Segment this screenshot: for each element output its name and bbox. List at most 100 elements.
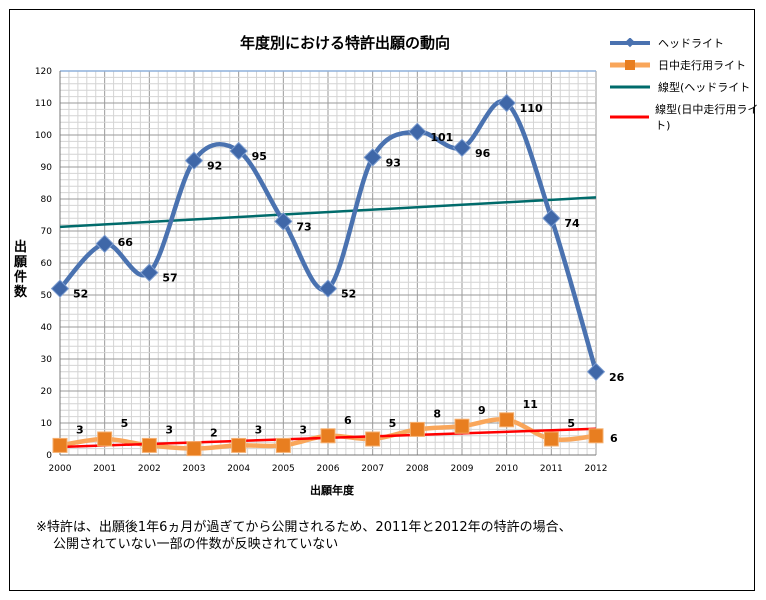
headlight-data-label: 95 xyxy=(252,150,267,163)
daytime-data-label: 5 xyxy=(389,417,397,430)
x-tick-label: 2006 xyxy=(317,464,340,474)
daytime-data-label: 6 xyxy=(610,432,618,445)
headlight-data-label: 57 xyxy=(162,272,177,285)
headlight-data-label: 66 xyxy=(118,236,134,249)
daytime-marker xyxy=(97,431,113,447)
legend-daytime: 日中走行用ライト xyxy=(608,57,746,73)
x-tick-label: 2008 xyxy=(406,464,429,474)
headlight-marker xyxy=(140,263,159,282)
headlight-marker xyxy=(95,234,114,253)
daytime-data-label: 3 xyxy=(255,423,263,436)
footnote: ※特許は、出願後1年6ヵ月が過ぎてから公開されるため、2011年と2012年の特… xyxy=(36,519,572,553)
daytime-marker xyxy=(231,437,247,453)
x-axis-label: 出願年度 xyxy=(310,484,354,497)
y-tick-label: 120 xyxy=(35,67,52,77)
daytime-data-label: 8 xyxy=(433,407,441,420)
headlight-data-label: 96 xyxy=(475,147,491,160)
daytime-data-label: 3 xyxy=(299,423,307,436)
legend-headlight-trend: 線型(ヘッドライト xyxy=(608,79,750,95)
footnote-line: 公開されていない一部の件数が反映されていない xyxy=(53,537,339,552)
headlight-data-label: 110 xyxy=(520,102,543,115)
x-tick-label: 2010 xyxy=(495,464,518,474)
headlight-data-label: 93 xyxy=(386,156,401,169)
y-tick-label: 100 xyxy=(35,131,52,141)
x-tick-label: 2012 xyxy=(585,464,608,474)
daytime-marker xyxy=(543,431,559,447)
x-tick-label: 2011 xyxy=(540,464,563,474)
legend-label: 線型(日中走行用ライト) xyxy=(655,103,759,132)
legend-daytime-marker-icon xyxy=(610,60,650,70)
daytime-marker xyxy=(409,421,425,437)
legend-trend-line-icon xyxy=(610,85,650,89)
daytime-data-label: 5 xyxy=(567,417,575,430)
headlight-marker xyxy=(542,209,561,228)
legend-label: 線型(ヘッドライト xyxy=(658,81,751,94)
x-tick-label: 2002 xyxy=(138,464,161,474)
footnote-line: ※特許は、出願後1年6ヵ月が過ぎてから公開されるため、2011年と2012年の特… xyxy=(36,520,572,535)
daytime-data-label: 3 xyxy=(76,423,84,436)
legend-headlight-marker-icon xyxy=(610,38,650,48)
x-tick-label: 2005 xyxy=(272,464,295,474)
daytime-data-label: 11 xyxy=(523,398,538,411)
daytime-data-label: 6 xyxy=(344,414,352,427)
x-tick-label: 2009 xyxy=(451,464,474,474)
headlight-marker xyxy=(497,93,516,113)
headlight-marker xyxy=(408,122,427,141)
x-tick-label: 2007 xyxy=(361,464,384,474)
daytime-data-label: 3 xyxy=(165,423,173,436)
legend-daytime-trend: 線型(日中走行用ライト) xyxy=(608,101,766,133)
headlight-data-label: 73 xyxy=(296,220,311,233)
headlight-marker xyxy=(586,362,606,381)
chart-title: 年度別における特許出願の動向 xyxy=(240,34,451,52)
y-tick-label: 0 xyxy=(46,451,52,461)
headlight-data-label: 52 xyxy=(341,288,356,301)
daytime-marker xyxy=(454,418,470,434)
daytime-marker xyxy=(275,437,291,453)
legend-label: 日中走行用ライト xyxy=(658,59,746,72)
legend-label: ヘッドライト xyxy=(658,37,724,50)
headlight-data-label: 101 xyxy=(430,131,453,144)
headlight-data-label: 92 xyxy=(207,160,222,173)
headlight-marker xyxy=(452,138,472,157)
x-tick-label: 2000 xyxy=(49,464,72,474)
daytime-marker xyxy=(320,428,336,444)
daytime-marker xyxy=(588,428,604,444)
legend-trend-line-icon xyxy=(610,115,650,119)
headlight-marker xyxy=(274,212,293,231)
headlight-marker xyxy=(229,141,248,161)
y-axis-label: 出願件数 xyxy=(14,240,28,300)
headlight-data-label: 52 xyxy=(73,288,88,301)
y-tick-label: 50 xyxy=(41,291,53,301)
y-tick-label: 110 xyxy=(35,99,52,109)
headlight-data-label: 26 xyxy=(609,371,625,384)
y-tick-label: 60 xyxy=(41,259,53,269)
daytime-marker xyxy=(186,441,202,457)
daytime-data-label: 9 xyxy=(478,404,486,417)
y-tick-label: 70 xyxy=(41,227,53,237)
daytime-marker xyxy=(52,437,68,453)
headlight-marker xyxy=(363,148,382,167)
x-tick-label: 2004 xyxy=(227,464,250,474)
y-tick-label: 10 xyxy=(41,419,53,429)
headlight-marker xyxy=(50,279,70,298)
headlight-marker xyxy=(184,151,204,170)
headlight-data-label: 74 xyxy=(564,217,580,230)
y-tick-label: 80 xyxy=(41,195,53,205)
headlight-marker xyxy=(318,279,338,298)
legend-headlight: ヘッドライト xyxy=(608,35,724,51)
y-tick-label: 40 xyxy=(41,323,53,333)
x-tick-label: 2003 xyxy=(183,464,206,474)
daytime-marker xyxy=(141,437,157,453)
daytime-marker xyxy=(365,431,381,447)
chart-border xyxy=(9,9,755,591)
trend-line-headlight xyxy=(59,196,597,229)
y-tick-label: 90 xyxy=(41,163,53,173)
x-tick-label: 2001 xyxy=(93,464,116,474)
y-tick-label: 20 xyxy=(41,387,53,397)
y-tick-label: 30 xyxy=(41,355,53,365)
daytime-data-label: 2 xyxy=(210,427,218,440)
daytime-marker xyxy=(499,412,515,428)
daytime-data-label: 5 xyxy=(121,417,129,430)
